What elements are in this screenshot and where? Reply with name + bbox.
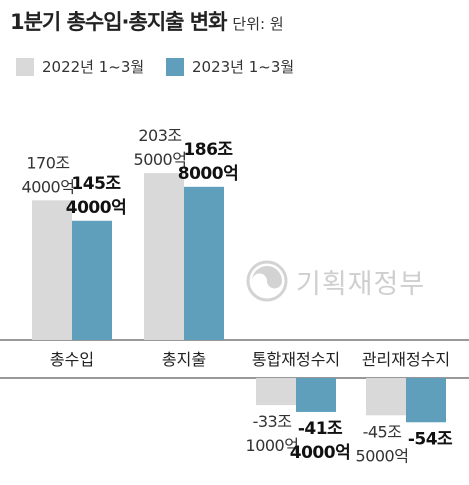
data-label: -41조	[298, 419, 343, 439]
bar	[256, 378, 296, 406]
data-label: 4000억	[290, 443, 350, 463]
bar	[406, 378, 446, 423]
bar	[296, 378, 336, 412]
data-label: 5000억	[356, 446, 409, 465]
data-label: 4000억	[66, 198, 126, 218]
bar	[72, 220, 112, 340]
data-label: 8000억	[178, 164, 238, 184]
unit-label: 단위: 원	[232, 15, 284, 33]
legend-label-2022: 2022년 1~3월	[42, 58, 145, 76]
chart-title: 1분기 총수입·총지출 변화 단위: 원	[10, 10, 284, 34]
category-label: 총지출	[162, 350, 206, 369]
watermark: 기획재정부	[246, 260, 425, 302]
legend-item-2022: 2022년 1~3월	[16, 56, 144, 77]
data-label: 4000억	[22, 177, 75, 196]
data-label: -33조	[253, 412, 292, 431]
category-label: 총수입	[50, 350, 94, 369]
data-label: 203조	[138, 126, 181, 145]
bar	[144, 173, 184, 340]
data-label: 1000억	[246, 436, 299, 455]
legend-item-2023: 2023년 1~3월	[166, 56, 294, 77]
government-emblem-icon	[246, 260, 288, 302]
legend-swatch-2022	[16, 57, 34, 76]
data-label: 186조	[183, 140, 233, 160]
data-label: 170조	[26, 153, 69, 172]
bar	[366, 378, 406, 416]
watermark-text: 기획재정부	[296, 268, 426, 300]
bar	[32, 200, 72, 340]
legend-label-2023: 2023년 1~3월	[192, 58, 295, 76]
data-label: 5000억	[134, 150, 187, 169]
category-label: 관리재정수지	[362, 350, 450, 369]
data-label: -54조	[408, 429, 453, 449]
bar	[184, 186, 224, 340]
data-label: 145조	[71, 174, 121, 194]
data-label: -45조	[363, 422, 402, 441]
legend-swatch-2023	[166, 57, 184, 76]
category-label: 통합재정수지	[252, 350, 340, 369]
